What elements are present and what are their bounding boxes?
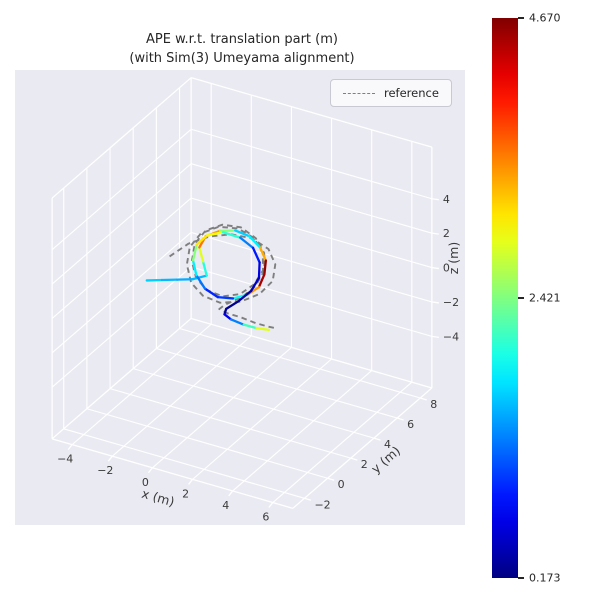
colorbar: 4.670 2.421 0.173 bbox=[492, 12, 592, 585]
legend-dashed-line-icon bbox=[343, 92, 375, 94]
colorbar-tick-mark bbox=[518, 17, 524, 19]
colorbar-tick-label: 4.670 bbox=[529, 11, 561, 25]
plot-title-line1: APE w.r.t. translation part (m) bbox=[146, 32, 338, 47]
legend-item-label: reference bbox=[384, 86, 439, 100]
z-axis-label: z (m) bbox=[446, 241, 461, 275]
legend: reference bbox=[330, 79, 452, 107]
plot-title: APE w.r.t. translation part (m) (with Si… bbox=[0, 30, 484, 68]
colorbar-tick-label: 0.173 bbox=[529, 571, 561, 585]
colorbar-tick-mark bbox=[518, 297, 524, 299]
colorbar-tick-label: 2.421 bbox=[529, 291, 561, 305]
plot-title-line2: (with Sim(3) Umeyama alignment) bbox=[129, 51, 355, 66]
colorbar-gradient bbox=[492, 18, 518, 578]
colorbar-tick-mark bbox=[518, 577, 524, 579]
